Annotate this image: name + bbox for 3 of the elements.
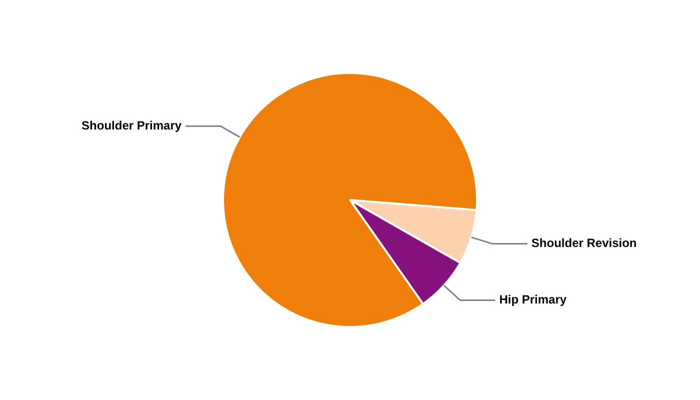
slice-label: Hip Primary [499, 292, 567, 307]
slice-label: Shoulder Revision [531, 236, 637, 250]
slice-label: Shoulder Primary [82, 118, 182, 132]
